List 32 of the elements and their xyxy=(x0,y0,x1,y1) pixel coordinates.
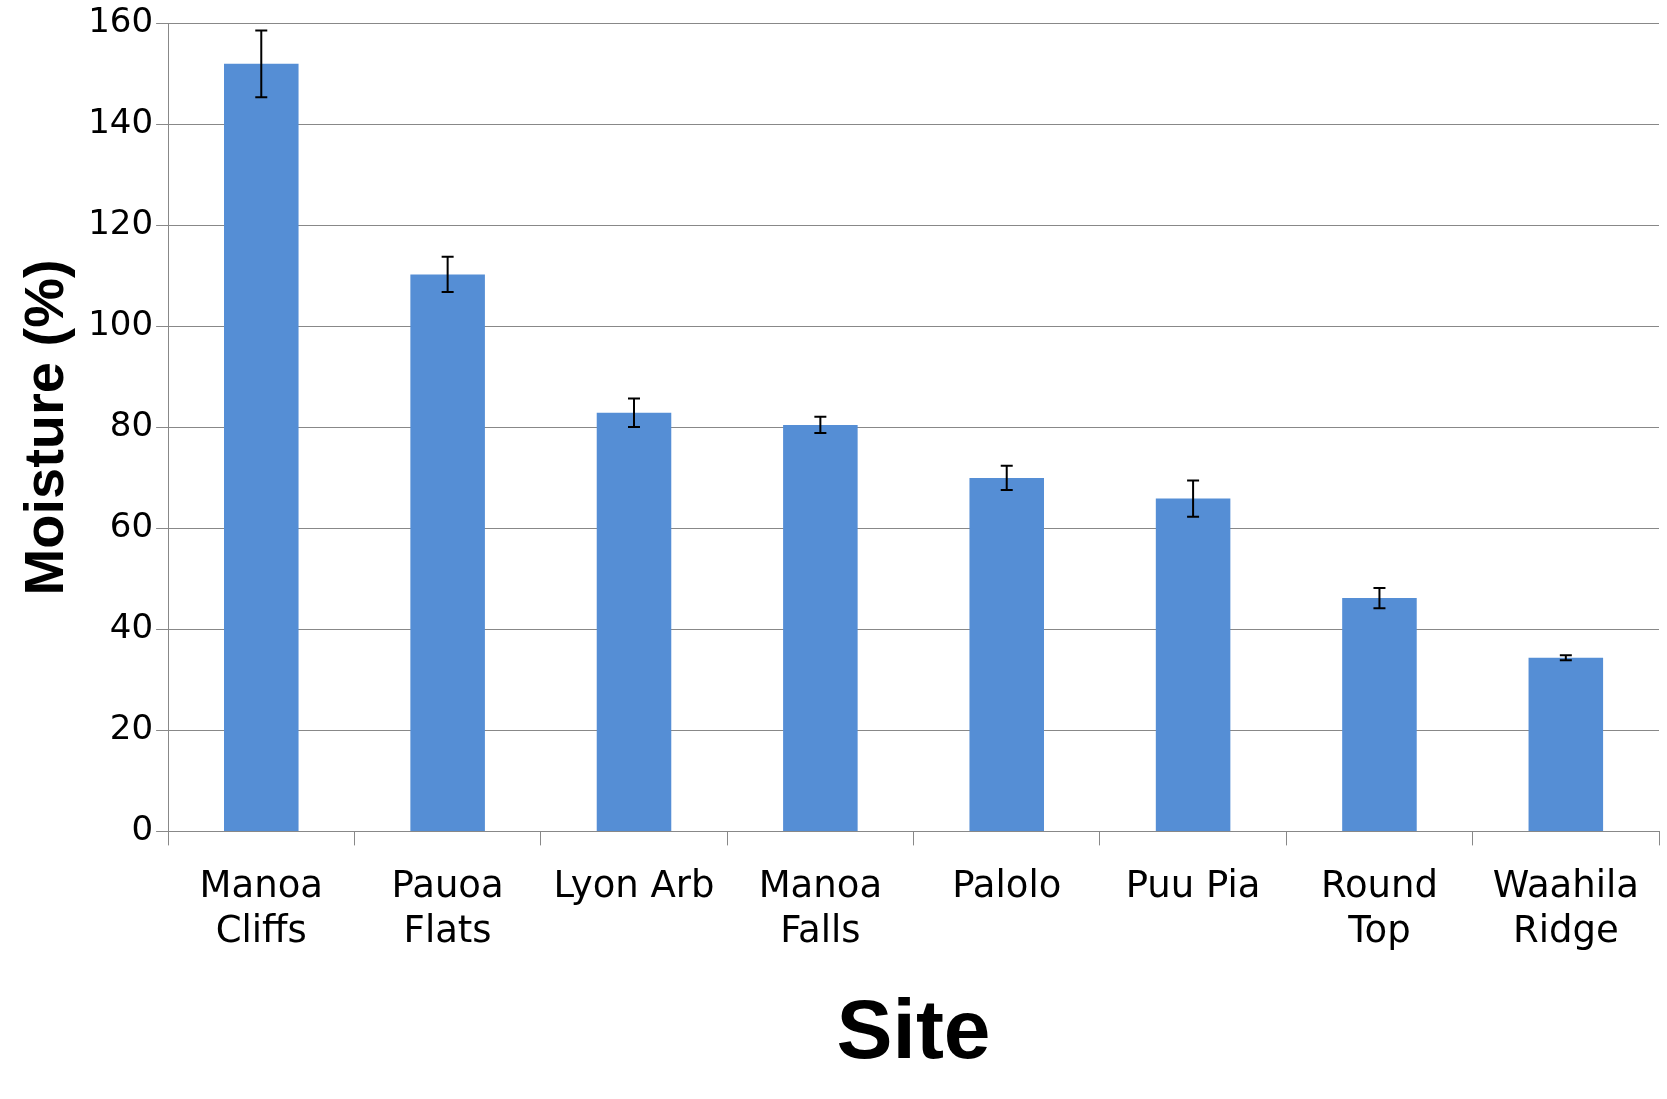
x-tick-label: Palolo xyxy=(952,863,1062,907)
x-axis-title: Site xyxy=(836,981,991,1076)
bar xyxy=(969,477,1044,831)
category-label: Round xyxy=(1320,863,1438,907)
x-tick-label: Lyon Arb xyxy=(553,863,715,907)
category-label: Ridge xyxy=(1512,907,1619,951)
bar xyxy=(1155,498,1231,831)
y-tick-label: 0 xyxy=(131,808,154,849)
y-tick-label: 40 xyxy=(109,606,154,647)
bar xyxy=(410,274,485,831)
category-label: Manoa xyxy=(758,863,883,907)
bar xyxy=(224,63,299,831)
x-tick-label: Puu Pia xyxy=(1125,863,1261,907)
y-axis-title: Moisture (%) xyxy=(12,259,76,596)
y-tick-label: 120 xyxy=(88,202,154,243)
category-label: Manoa xyxy=(199,863,323,907)
bar xyxy=(1528,657,1604,831)
bar xyxy=(596,412,672,831)
y-tick-label: 80 xyxy=(109,404,154,445)
y-tick-label: 20 xyxy=(109,707,154,748)
bar xyxy=(1342,598,1417,831)
category-label: Top xyxy=(1348,907,1411,951)
category-label: Cliffs xyxy=(215,907,307,951)
category-label: Waahila xyxy=(1492,863,1639,907)
category-label: Flats xyxy=(403,907,492,951)
bar xyxy=(783,424,858,831)
category-label: Falls xyxy=(780,907,861,951)
category-label: Pauoa xyxy=(391,863,504,907)
y-tick-label: 100 xyxy=(88,303,154,344)
y-tick-label: 60 xyxy=(109,505,154,546)
y-tick-label: 160 xyxy=(88,0,154,41)
y-tick-label: 140 xyxy=(88,101,154,142)
